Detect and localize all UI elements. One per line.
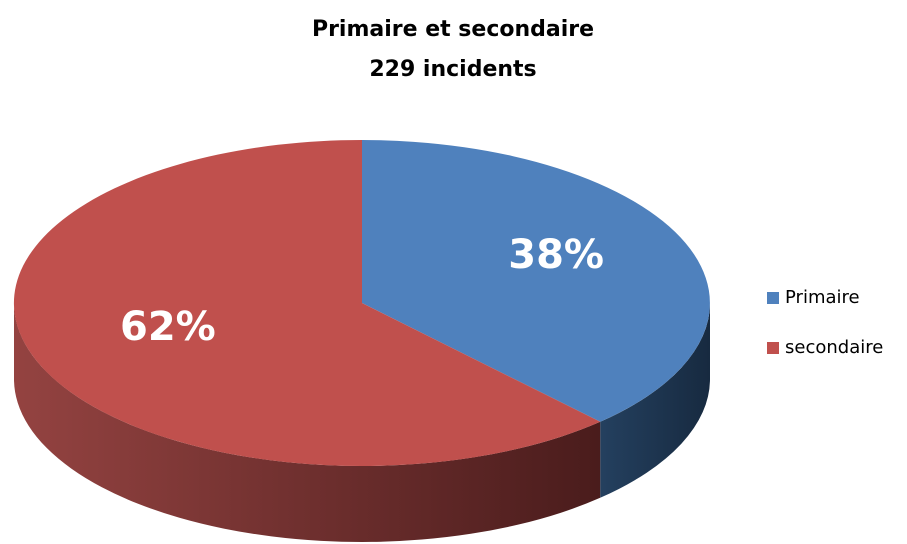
slice-side [14, 303, 601, 542]
slice [13, 140, 601, 466]
chart-subtitle: 229 incidents [369, 57, 536, 82]
value-label: 38% [508, 232, 604, 278]
legend-swatch [767, 342, 779, 354]
chart-title: Primaire et secondaire [312, 17, 594, 42]
legend-swatch [767, 292, 779, 304]
slice [362, 140, 710, 422]
slice-side [600, 303, 710, 498]
legend-label: Primaire [785, 287, 860, 308]
value-label: 62% [120, 304, 216, 350]
legend-label: secondaire [785, 337, 883, 358]
